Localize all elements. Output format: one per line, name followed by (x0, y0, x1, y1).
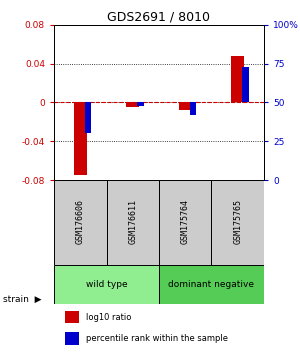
Bar (159, 266, 264, 304)
Text: GSM176611: GSM176611 (128, 199, 137, 244)
Text: log10 ratio: log10 ratio (85, 313, 131, 321)
Bar (137, 102, 144, 106)
Text: strain  ▶: strain ▶ (3, 295, 41, 304)
Bar (64, 332, 79, 345)
Bar (179, 102, 192, 110)
Text: percentile rank within the sample: percentile rank within the sample (85, 334, 227, 343)
Title: GDS2691 / 8010: GDS2691 / 8010 (107, 11, 211, 24)
Bar (212, 180, 264, 266)
Text: wild type: wild type (86, 280, 127, 289)
Text: GSM176606: GSM176606 (76, 199, 85, 244)
Text: GSM175765: GSM175765 (233, 199, 242, 244)
Bar (159, 180, 211, 266)
Bar (54, 266, 159, 304)
Bar (106, 180, 159, 266)
Bar (64, 310, 79, 324)
Bar (85, 102, 91, 133)
Text: GSM175764: GSM175764 (181, 199, 190, 244)
Bar (54, 180, 106, 266)
Bar (74, 102, 87, 175)
Bar (231, 56, 244, 102)
Bar (190, 102, 196, 115)
Text: dominant negative: dominant negative (169, 280, 254, 289)
Bar (126, 102, 139, 107)
Bar (242, 67, 249, 102)
